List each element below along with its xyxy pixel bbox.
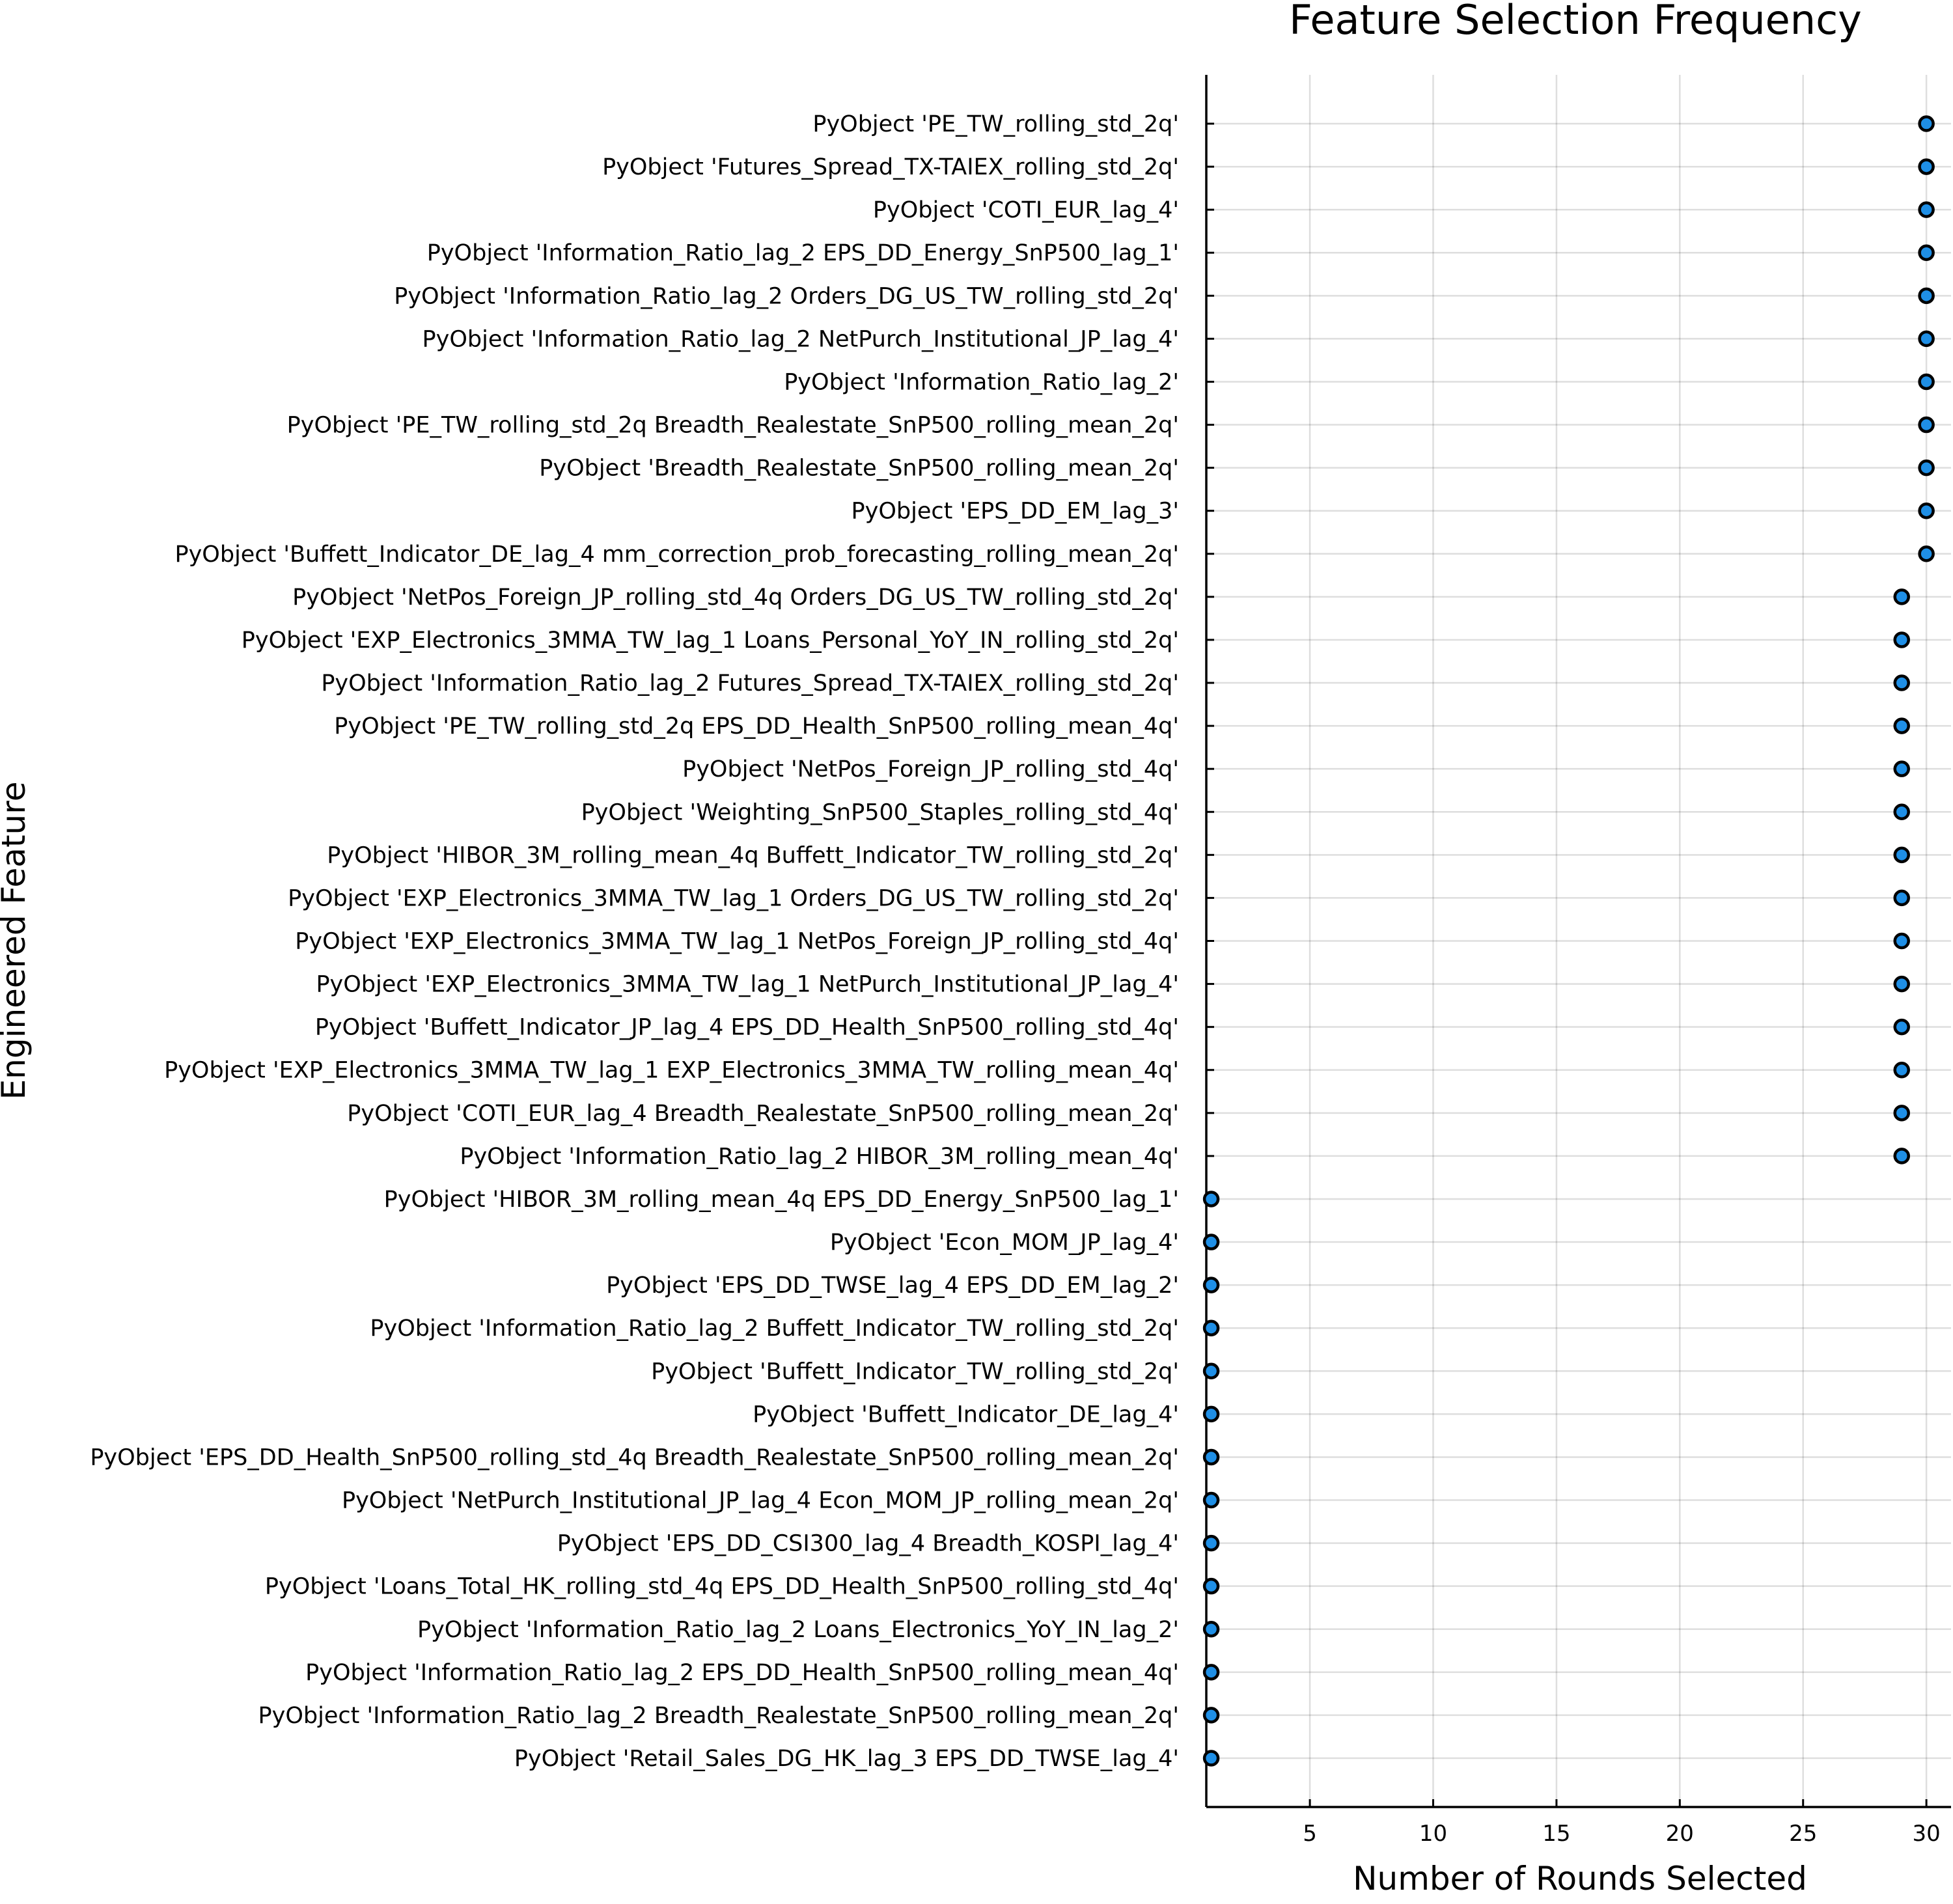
- y-axis-title: Engineered Feature: [0, 782, 33, 1100]
- data-point: [1202, 1750, 1220, 1767]
- data-point: [1202, 1621, 1220, 1638]
- chart-title: Feature Selection Frequency: [1289, 0, 1862, 44]
- y-category-label: PyObject 'COTI_EUR_lag_4 Breadth_Realest…: [347, 1101, 1179, 1127]
- data-point: [1918, 201, 1935, 218]
- data-point: [1918, 244, 1935, 261]
- y-category-label: PyObject 'Information_Ratio_lag_2 HIBOR_…: [460, 1144, 1179, 1170]
- data-point: [1893, 803, 1910, 821]
- data-point: [1202, 1664, 1220, 1681]
- y-category-label: PyObject 'PE_TW_rolling_std_2q Breadth_R…: [287, 413, 1179, 439]
- data-point: [1202, 1491, 1220, 1509]
- data-point: [1893, 1018, 1910, 1036]
- y-category-label: PyObject 'Information_Ratio_lag_2 EPS_DD…: [427, 240, 1179, 266]
- y-category-label: PyObject 'Breadth_Realestate_SnP500_roll…: [539, 456, 1179, 482]
- y-category-label: PyObject 'Information_Ratio_lag_2 Buffet…: [370, 1316, 1179, 1342]
- data-point: [1202, 1534, 1220, 1552]
- data-point: [1918, 416, 1935, 434]
- data-point: [1202, 1319, 1220, 1336]
- data-point: [1893, 889, 1910, 907]
- data-point: [1918, 373, 1935, 391]
- y-category-label: PyObject 'Information_Ratio_lag_2 Future…: [321, 670, 1179, 697]
- y-category-label: PyObject 'Information_Ratio_lag_2 Breadt…: [258, 1703, 1179, 1729]
- data-point: [1893, 674, 1910, 691]
- y-gridlines: [1206, 122, 1951, 1759]
- x-tick-label: 15: [1542, 1821, 1570, 1847]
- y-category-label: PyObject 'Futures_Spread_TX-TAIEX_rollin…: [602, 154, 1179, 180]
- data-point: [1893, 932, 1910, 950]
- data-point: [1918, 502, 1935, 519]
- y-category-label: PyObject 'HIBOR_3M_rolling_mean_4q Buffe…: [327, 842, 1179, 868]
- y-category-label: PyObject 'Information_Ratio_lag_2 EPS_DD…: [305, 1660, 1179, 1686]
- y-category-label: PyObject 'PE_TW_rolling_std_2q': [812, 111, 1179, 137]
- y-axis-category-labels: PyObject 'PE_TW_rolling_std_2q' PyObject …: [90, 111, 1214, 1772]
- y-category-label: PyObject 'Retail_Sales_DG_HK_lag_3 EPS_D…: [514, 1746, 1179, 1772]
- y-category-label: PyObject 'PE_TW_rolling_std_2q EPS_DD_He…: [334, 713, 1179, 739]
- data-point: [1893, 1105, 1910, 1122]
- y-category-label: PyObject 'NetPos_Foreign_JP_rolling_std_…: [292, 585, 1179, 611]
- data-point: [1893, 1061, 1910, 1079]
- data-point: [1202, 1191, 1220, 1207]
- x-tick-label: 30: [1912, 1821, 1940, 1847]
- y-category-label: PyObject 'NetPurch_Institutional_JP_lag_…: [342, 1488, 1179, 1514]
- data-point: [1918, 158, 1935, 175]
- y-category-label: PyObject 'Buffett_Indicator_DE_lag_4 mm_…: [174, 542, 1179, 568]
- y-category-label: PyObject 'EPS_DD_TWSE_lag_4 EPS_DD_EM_la…: [606, 1273, 1179, 1299]
- data-point: [1893, 717, 1910, 734]
- data-point: [1202, 1707, 1220, 1724]
- data-point: [1202, 1577, 1220, 1595]
- y-category-label: PyObject 'NetPos_Foreign_JP_rolling_std_…: [682, 756, 1179, 782]
- y-category-label: PyObject 'Buffett_Indicator_TW_rolling_s…: [651, 1359, 1179, 1385]
- data-point: [1893, 631, 1910, 648]
- y-category-label: PyObject 'Buffett_Indicator_DE_lag_4': [753, 1401, 1179, 1428]
- y-category-label: PyObject 'Buffett_Indicator_JP_lag_4 EPS…: [315, 1015, 1179, 1041]
- y-category-label: PyObject 'Information_Ratio_lag_2 Loans_…: [417, 1617, 1179, 1643]
- y-category-label: PyObject 'Information_Ratio_lag_2 NetPur…: [422, 326, 1179, 352]
- y-category-label: PyObject 'COTI_EUR_lag_4': [873, 197, 1179, 223]
- y-category-label: PyObject 'EPS_DD_Health_SnP500_rolling_s…: [90, 1444, 1179, 1470]
- data-point: [1893, 1148, 1910, 1165]
- y-category-label: PyObject 'Weighting_SnP500_Staples_rolli…: [581, 799, 1179, 825]
- data-point: [1918, 545, 1935, 562]
- y-category-label: PyObject 'Information_Ratio_lag_2': [784, 369, 1179, 395]
- y-category-label: PyObject 'EXP_Electronics_3MMA_TW_lag_1 …: [288, 885, 1179, 911]
- data-point: [1202, 1234, 1220, 1250]
- data-point: [1202, 1276, 1220, 1293]
- y-category-label: PyObject 'Loans_Total_HK_rolling_std_4q …: [265, 1574, 1179, 1600]
- y-category-label: PyObject 'EXP_Electronics_3MMA_TW_lag_1 …: [316, 972, 1179, 998]
- y-category-label: PyObject 'Econ_MOM_JP_lag_4': [830, 1230, 1179, 1256]
- y-category-label: PyObject 'Information_Ratio_lag_2 Orders…: [394, 283, 1179, 309]
- data-point: [1893, 588, 1910, 605]
- data-point: [1202, 1362, 1220, 1380]
- x-gridlines: [1309, 75, 1928, 1807]
- x-tick-label: 5: [1303, 1821, 1317, 1847]
- data-point: [1893, 760, 1910, 777]
- y-category-label: PyObject 'EXP_Electronics_3MMA_TW_lag_1 …: [164, 1058, 1179, 1084]
- data-point: [1918, 459, 1935, 476]
- data-point: [1918, 287, 1935, 305]
- x-tick-label: 25: [1789, 1821, 1817, 1847]
- y-category-label: PyObject 'EPS_DD_EM_lag_3': [852, 499, 1179, 525]
- y-category-label: PyObject 'EXP_Electronics_3MMA_TW_lag_1 …: [242, 628, 1179, 654]
- data-points: [1202, 115, 1935, 1767]
- data-point: [1893, 846, 1910, 864]
- x-tick-label: 20: [1666, 1821, 1694, 1847]
- y-category-label: PyObject 'EXP_Electronics_3MMA_TW_lag_1 …: [295, 929, 1179, 955]
- data-point: [1918, 330, 1935, 348]
- data-point: [1202, 1448, 1220, 1466]
- x-axis-ticks: 5 10 15 20 25 30: [1303, 1799, 1941, 1847]
- data-point: [1893, 975, 1910, 993]
- y-category-label: PyObject 'HIBOR_3M_rolling_mean_4q EPS_D…: [384, 1187, 1179, 1213]
- x-tick-label: 10: [1419, 1821, 1447, 1847]
- y-category-label: PyObject 'EPS_DD_CSI300_lag_4 Breadth_KO…: [557, 1531, 1179, 1557]
- data-point: [1918, 115, 1935, 132]
- x-axis-title: Number of Rounds Selected: [1353, 1860, 1807, 1897]
- data-point: [1202, 1405, 1220, 1423]
